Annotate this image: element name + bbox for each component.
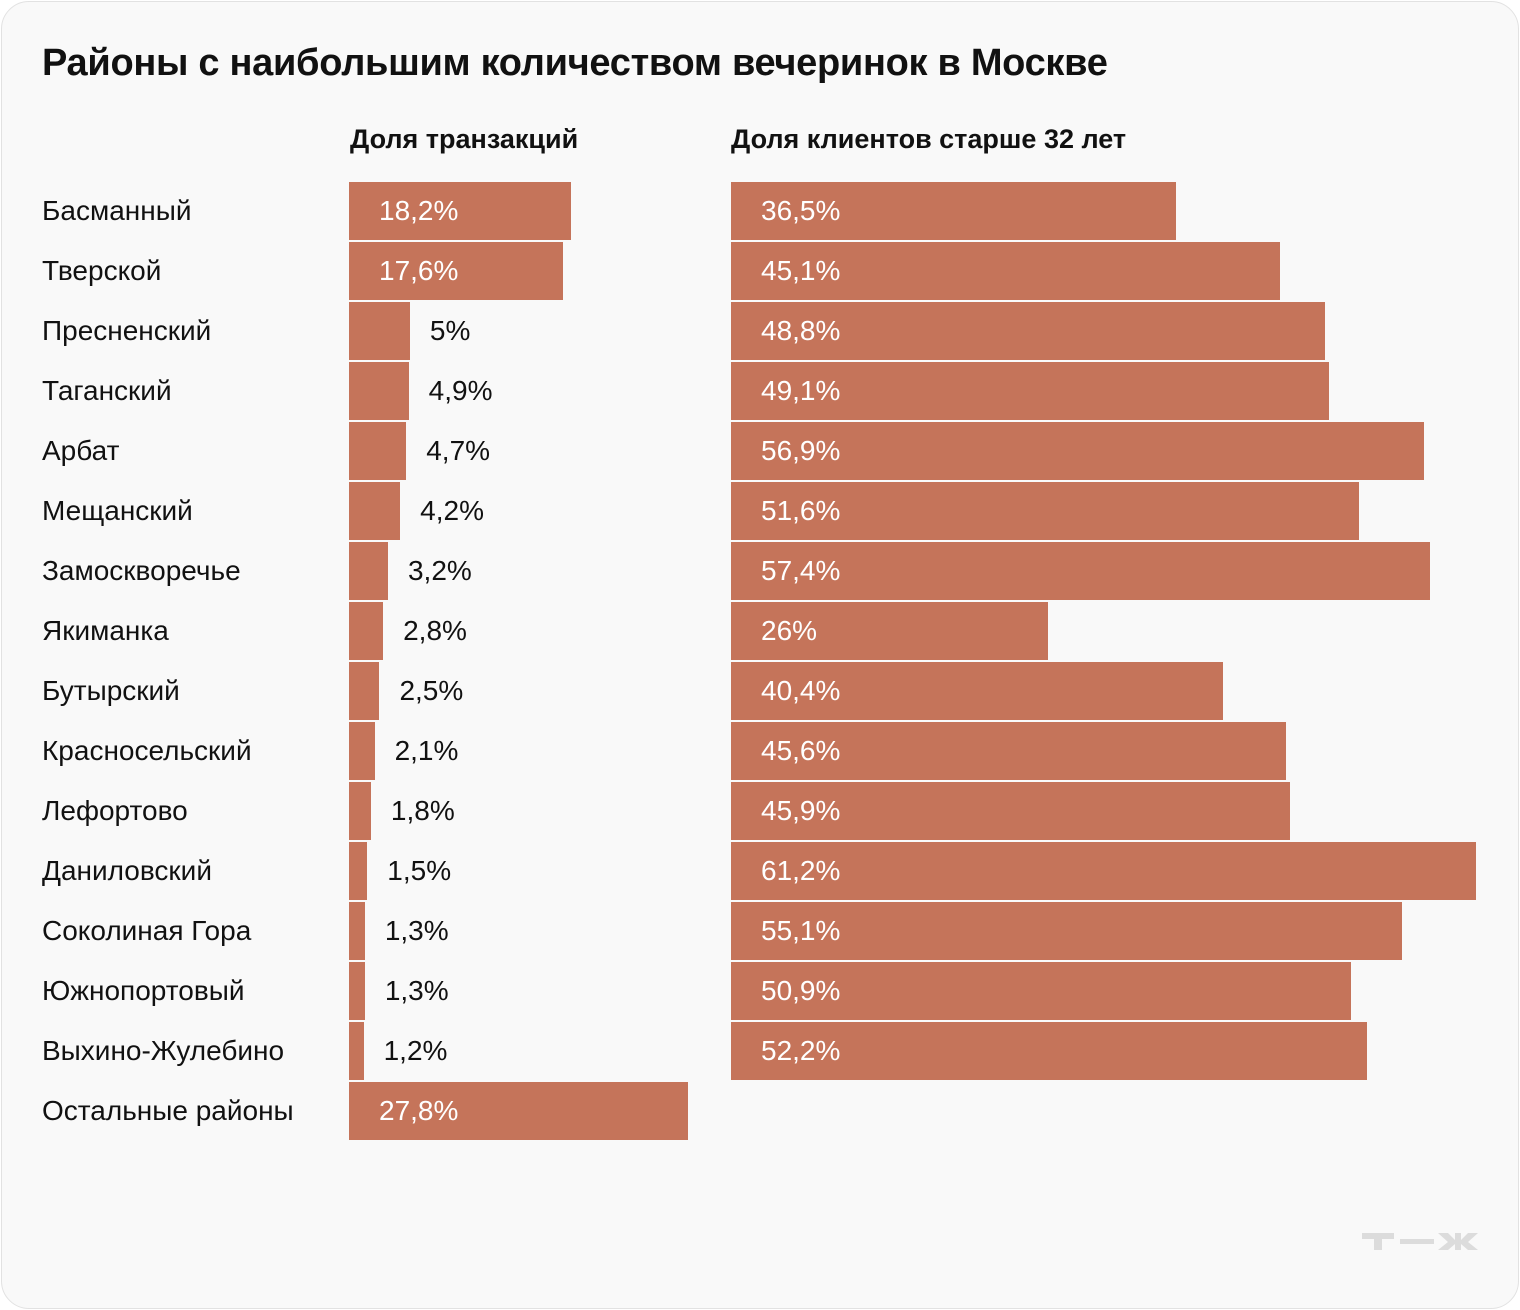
older-clients-bar — [731, 242, 1281, 300]
data-label: 1,5% — [387, 855, 452, 886]
tzh-logo — [1362, 1233, 1478, 1250]
older-clients-bar — [731, 482, 1360, 540]
transactions-bar — [349, 182, 571, 240]
data-label: 1,2% — [383, 1035, 448, 1066]
data-label: 18,2% — [379, 195, 459, 226]
older-clients-bar — [731, 662, 1224, 720]
transactions-bar — [349, 962, 365, 1020]
chart-title: Районы с наибольшим количеством вечерино… — [42, 42, 1108, 84]
transactions-bar — [349, 662, 380, 720]
category-label: Выхино-Жулебино — [42, 1035, 285, 1066]
transactions-bar — [349, 482, 401, 540]
data-label: 51,6% — [761, 495, 841, 526]
older-clients-bar — [731, 1022, 1367, 1080]
category-label: Пресненский — [42, 315, 212, 346]
transactions-bar — [349, 902, 365, 960]
transactions-bar — [349, 302, 410, 360]
transactions-bar — [349, 1082, 688, 1140]
data-label: 57,4% — [761, 555, 841, 586]
data-label: 50,9% — [761, 975, 841, 1006]
data-label: 45,6% — [761, 735, 841, 766]
data-label: 1,3% — [384, 975, 449, 1006]
older-clients-bar — [731, 782, 1291, 840]
data-label: 4,9% — [428, 375, 493, 406]
category-label: Замоскворечье — [42, 555, 241, 586]
transactions-bar — [349, 722, 375, 780]
data-label: 49,1% — [761, 375, 841, 406]
category-label: Остальные районы — [42, 1095, 294, 1126]
transactions-bar — [349, 842, 368, 900]
right-column-header: Доля клиентов старше 32 лет — [731, 124, 1127, 154]
category-label: Красносельский — [42, 735, 252, 766]
data-label: 27,8% — [379, 1095, 459, 1126]
category-label: Арбат — [42, 435, 120, 466]
data-label: 40,4% — [761, 675, 841, 706]
data-label: 45,1% — [761, 255, 841, 286]
older-clients-bar — [731, 602, 1048, 660]
data-label: 61,2% — [761, 855, 841, 886]
transactions-bar — [349, 362, 409, 420]
data-label: 55,1% — [761, 915, 841, 946]
data-label: 1,3% — [384, 915, 449, 946]
category-label: Южнопортовый — [42, 975, 245, 1006]
transactions-bar — [349, 782, 371, 840]
data-label: 52,2% — [761, 1035, 841, 1066]
data-label: 2,1% — [394, 735, 459, 766]
transactions-bar — [349, 602, 384, 660]
older-clients-bar — [731, 302, 1326, 360]
data-label: 17,6% — [379, 255, 459, 286]
data-label: 48,8% — [761, 315, 841, 346]
data-label: 26% — [761, 615, 818, 646]
data-label: 5% — [429, 315, 471, 346]
category-label: Тверской — [42, 255, 162, 286]
older-clients-bar — [731, 182, 1176, 240]
transactions-bar — [349, 242, 564, 300]
transactions-bar — [349, 542, 388, 600]
category-label: Якиманка — [42, 615, 169, 646]
transactions-bar — [349, 422, 407, 480]
older-clients-bar — [731, 842, 1477, 900]
data-label: 2,5% — [399, 675, 464, 706]
older-clients-bar — [731, 902, 1403, 960]
older-clients-bar — [731, 362, 1330, 420]
older-clients-bar — [731, 722, 1287, 780]
older-clients-bar — [731, 422, 1425, 480]
category-label: Басманный — [42, 195, 192, 226]
data-label: 1,8% — [390, 795, 455, 826]
category-label: Мещанский — [42, 495, 193, 526]
category-label: Бутырский — [42, 675, 180, 706]
data-label: 45,9% — [761, 795, 841, 826]
data-label: 2,8% — [403, 615, 467, 646]
category-label: Даниловский — [42, 855, 212, 886]
left-column-header: Доля транзакций — [350, 124, 579, 154]
category-label: Таганский — [42, 375, 172, 406]
data-label: 4,7% — [426, 435, 491, 466]
category-label: Соколиная Гора — [42, 915, 252, 946]
data-label: 3,2% — [407, 555, 472, 586]
older-clients-bar — [731, 542, 1431, 600]
category-label: Лефортово — [42, 795, 188, 826]
data-label: 4,2% — [420, 495, 484, 526]
older-clients-bar — [731, 962, 1351, 1020]
data-label: 36,5% — [761, 195, 841, 226]
transactions-bar — [349, 1022, 364, 1080]
data-label: 56,9% — [761, 435, 841, 466]
